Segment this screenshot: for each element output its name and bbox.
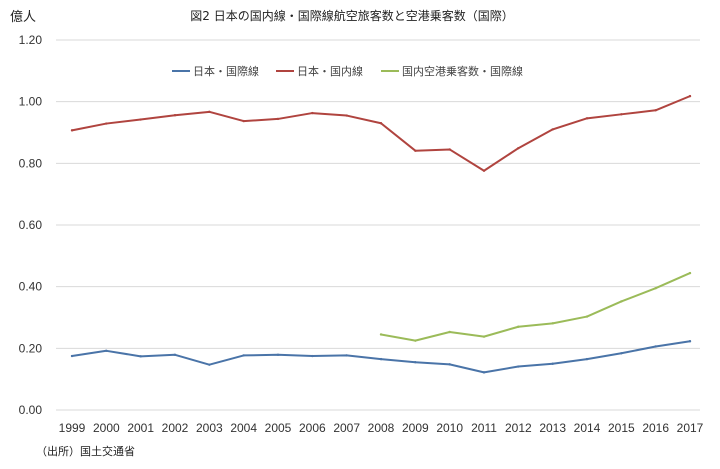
data-point bbox=[345, 114, 348, 117]
data-point bbox=[139, 118, 142, 121]
y-tick-label: 0.00 bbox=[19, 403, 43, 417]
data-point bbox=[620, 113, 623, 116]
data-point bbox=[654, 287, 657, 290]
y-axis-ticks: 0.00 0.20 0.40 0.60 0.80 1.00 1.20 bbox=[19, 33, 43, 417]
data-point bbox=[620, 352, 623, 355]
source-note: （出所）国土交通省 bbox=[36, 444, 135, 458]
data-point bbox=[620, 300, 623, 303]
data-point bbox=[414, 361, 417, 364]
data-point bbox=[105, 122, 108, 125]
data-point bbox=[139, 355, 142, 358]
y-tick-label: 0.20 bbox=[19, 341, 43, 355]
x-tick-label: 2001 bbox=[127, 421, 154, 435]
series-line-3 bbox=[380, 272, 691, 342]
legend-label-3: 国内空港乗客数・国際線 bbox=[402, 64, 523, 78]
x-tick-label: 2006 bbox=[299, 421, 326, 435]
data-point bbox=[173, 353, 177, 357]
x-tick-label: 2013 bbox=[539, 421, 566, 435]
data-point bbox=[105, 349, 108, 352]
data-point bbox=[517, 325, 520, 328]
x-tick-label: 2015 bbox=[608, 421, 635, 435]
y-tick-label: 1.00 bbox=[19, 95, 43, 109]
data-point bbox=[448, 330, 451, 334]
x-tick-label: 2017 bbox=[677, 421, 704, 435]
data-point bbox=[345, 354, 348, 357]
data-point bbox=[585, 117, 589, 120]
gridlines bbox=[56, 39, 700, 411]
data-point bbox=[482, 371, 486, 374]
data-point bbox=[311, 111, 314, 115]
y-tick-label: 0.40 bbox=[19, 280, 43, 294]
x-tick-label: 2005 bbox=[265, 421, 292, 435]
data-point bbox=[654, 109, 657, 112]
x-tick-label: 2004 bbox=[230, 421, 257, 435]
data-point bbox=[551, 128, 554, 131]
data-point bbox=[173, 114, 177, 117]
x-tick-label: 2010 bbox=[436, 421, 463, 435]
data-point bbox=[517, 365, 520, 368]
data-point bbox=[414, 339, 417, 342]
legend-label-2: 日本・国内線 bbox=[297, 64, 363, 78]
data-point bbox=[70, 354, 74, 358]
data-point bbox=[70, 129, 74, 132]
data-point bbox=[688, 94, 692, 98]
data-point bbox=[242, 354, 245, 357]
y-tick-label: 1.20 bbox=[19, 33, 43, 47]
data-point bbox=[414, 149, 417, 152]
data-point bbox=[379, 333, 383, 336]
data-point bbox=[276, 353, 280, 357]
data-point bbox=[482, 169, 486, 172]
data-point bbox=[242, 119, 245, 123]
data-point bbox=[551, 362, 554, 365]
data-point bbox=[517, 147, 520, 150]
x-tick-label: 2002 bbox=[162, 421, 189, 435]
series-lines bbox=[70, 94, 692, 374]
data-point bbox=[585, 357, 589, 361]
data-point bbox=[379, 357, 383, 361]
legend-label-1: 日本・国際線 bbox=[193, 64, 259, 78]
x-axis-ticks: 1999 2000 2001 2002 2003 2004 2005 2006 2007 2008… bbox=[59, 421, 704, 435]
x-tick-label: 2000 bbox=[93, 421, 120, 435]
data-point bbox=[585, 315, 589, 318]
data-point bbox=[311, 354, 314, 358]
data-point bbox=[448, 148, 451, 151]
chart-title: 図2 日本の国内線・国際線航空旅客数と空港乗客数（国際） bbox=[190, 8, 513, 23]
y-tick-label: 0.80 bbox=[19, 156, 43, 170]
data-point bbox=[208, 110, 211, 114]
x-tick-label: 2011 bbox=[471, 421, 497, 435]
data-point bbox=[379, 122, 383, 125]
data-point bbox=[276, 117, 280, 121]
data-point bbox=[448, 363, 451, 366]
data-point bbox=[208, 363, 211, 366]
x-tick-label: 2007 bbox=[333, 421, 360, 435]
legend: 日本・国際線 日本・国内線 国内空港乗客数・国際線 bbox=[172, 64, 523, 78]
x-tick-label: 1999 bbox=[59, 421, 86, 435]
x-tick-label: 2008 bbox=[368, 421, 395, 435]
y-tick-label: 0.60 bbox=[19, 218, 43, 232]
x-tick-label: 2012 bbox=[505, 421, 532, 435]
data-point bbox=[551, 322, 554, 325]
data-point bbox=[688, 271, 692, 275]
data-point bbox=[688, 340, 692, 343]
data-point bbox=[482, 335, 486, 338]
x-tick-label: 2003 bbox=[196, 421, 223, 435]
data-point bbox=[654, 345, 657, 348]
x-tick-label: 2016 bbox=[642, 421, 669, 435]
x-tick-label: 2014 bbox=[574, 421, 601, 435]
y-axis-unit-label: 億人 bbox=[10, 9, 36, 25]
x-tick-label: 2009 bbox=[402, 421, 429, 435]
